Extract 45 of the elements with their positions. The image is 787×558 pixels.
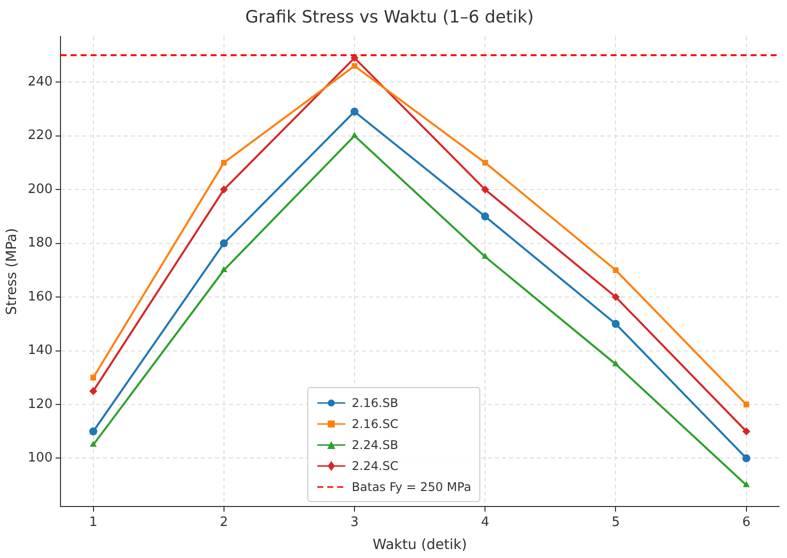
point bbox=[742, 427, 750, 436]
point bbox=[742, 481, 750, 488]
y-tick-label: 220 bbox=[28, 128, 53, 144]
chart-title: Grafik Stress vs Waktu (1–6 detik) bbox=[245, 8, 534, 28]
y-tick-label: 100 bbox=[28, 450, 53, 466]
point bbox=[89, 427, 98, 436]
point bbox=[481, 212, 490, 220]
x-axis-title: Waktu (detik) bbox=[372, 537, 467, 554]
point bbox=[612, 360, 620, 366]
point bbox=[612, 267, 619, 273]
x-tick-label: 5 bbox=[612, 514, 620, 530]
point bbox=[482, 160, 488, 166]
x-tick-label: 4 bbox=[480, 514, 490, 530]
y-tick-label: 140 bbox=[28, 343, 53, 358]
point bbox=[89, 387, 98, 396]
x-tick-label: 2 bbox=[220, 514, 228, 530]
legend-label: 2.16.SC bbox=[352, 416, 398, 430]
y-tick-label: 160 bbox=[28, 289, 53, 304]
point bbox=[90, 374, 96, 380]
y-tick-label: 180 bbox=[28, 236, 53, 251]
x-tick-label: 3 bbox=[350, 514, 359, 530]
point bbox=[350, 108, 358, 116]
y-tick-label: 200 bbox=[28, 182, 53, 197]
point bbox=[612, 320, 620, 328]
y-tick-label: 120 bbox=[28, 396, 53, 412]
legend-label: 2.16.SB bbox=[352, 396, 398, 410]
legend-label: Batas Fy = 250 MPa bbox=[352, 480, 472, 494]
point bbox=[220, 266, 228, 272]
point bbox=[351, 132, 358, 138]
point bbox=[220, 239, 228, 248]
y-axis-title: Stress (MPa) bbox=[4, 228, 20, 315]
point bbox=[352, 63, 358, 69]
point bbox=[612, 293, 620, 302]
x-tick-label: 6 bbox=[742, 514, 750, 530]
legend-label: 2.24.SB bbox=[352, 438, 398, 452]
point bbox=[221, 160, 227, 166]
x-tick-label: 1 bbox=[89, 514, 98, 530]
point bbox=[90, 440, 97, 447]
point bbox=[744, 402, 750, 408]
y-tick-label: 240 bbox=[28, 74, 53, 90]
point bbox=[481, 186, 490, 194]
legend-label: 2.24.SC bbox=[352, 458, 398, 472]
point bbox=[482, 252, 489, 259]
point bbox=[220, 186, 228, 194]
point bbox=[742, 454, 750, 462]
